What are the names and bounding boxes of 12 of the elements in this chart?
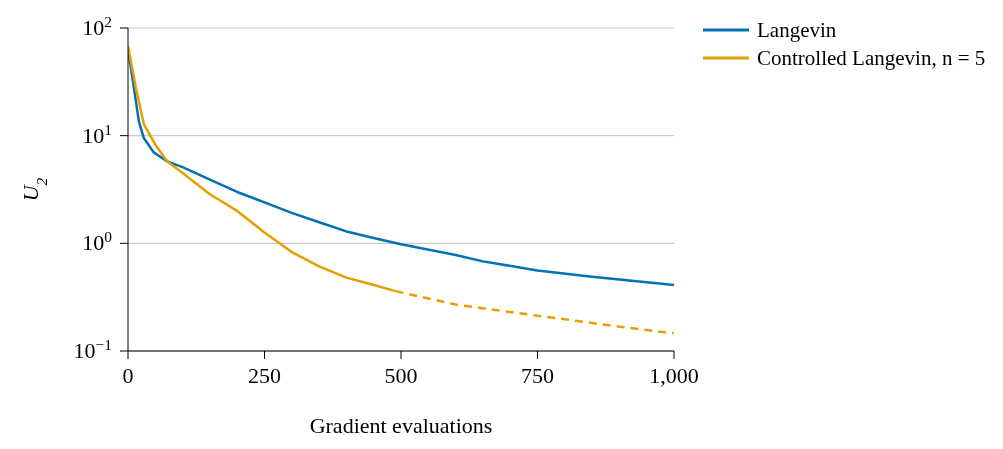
legend-label: Langevin — [757, 17, 837, 43]
x-tick-label: 750 — [521, 363, 554, 388]
x-tick-label: 250 — [248, 363, 281, 388]
x-tick-label: 1,000 — [649, 363, 699, 388]
y-tick-label: 10$^{−1}$ — [73, 335, 112, 363]
legend-label: Controlled Langevin, n = 5 — [757, 45, 986, 71]
y-tick-label: 10$^{0}$ — [82, 227, 113, 256]
x-tick-label: 0 — [122, 363, 134, 388]
y-tick-label: 10$^{1}$ — [82, 120, 112, 148]
x-axis-title: Gradient evaluations — [309, 413, 493, 438]
y-tick-label: 10$^{2}$ — [82, 12, 112, 40]
x-tick-label: 500 — [384, 363, 418, 388]
